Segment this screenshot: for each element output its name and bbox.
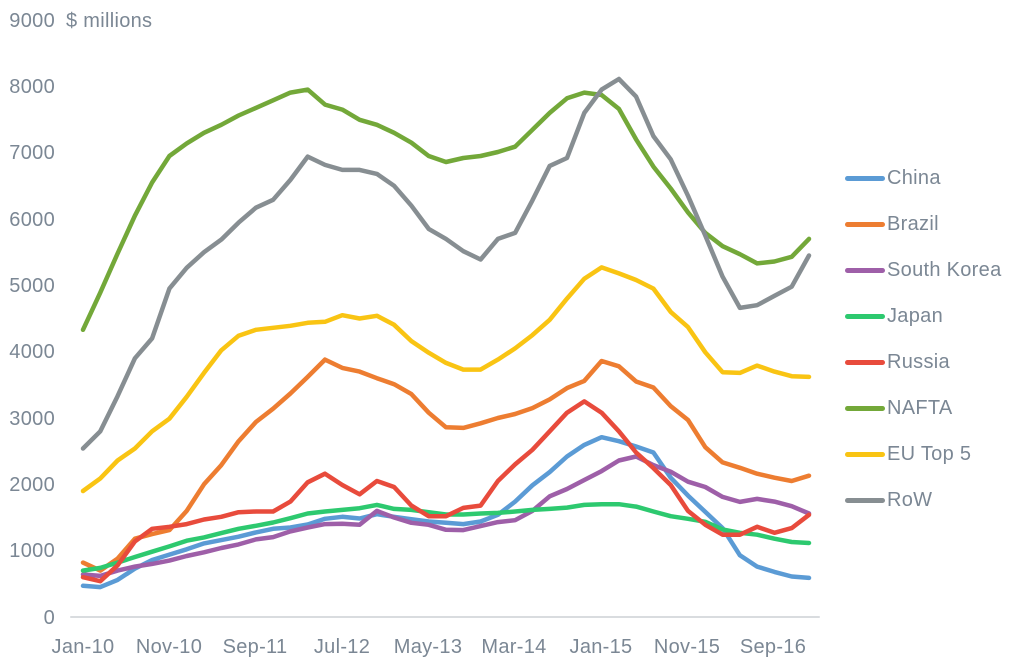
y-tick-2000: 2000 [9, 474, 55, 496]
x-tick-may13: May-13 [393, 636, 463, 658]
series-line-row [80, 76, 812, 451]
series-line-china [80, 434, 812, 590]
y-tick-6000: 6000 [9, 209, 55, 231]
legend-label-japan: Japan [887, 304, 943, 327]
legend-swatch-japan [845, 313, 885, 319]
legend-swatch-row [845, 497, 885, 503]
x-tick-nov10: Nov-10 [135, 636, 203, 658]
legend-item-eu-top-5: EU Top 5 [845, 442, 971, 466]
legend-label-nafta: NAFTA [887, 396, 953, 419]
legend-label-china: China [887, 166, 941, 189]
legend-item-japan: Japan [845, 304, 943, 328]
x-tick-nov15: Nov-15 [653, 636, 721, 658]
legend-swatch-south-korea [845, 267, 885, 273]
y-tick-4000: 4000 [9, 341, 55, 363]
legend-label-row: RoW [887, 488, 933, 511]
series-line-eu-top-5 [80, 265, 812, 494]
series-line-brazil [80, 357, 812, 573]
series-line-south-korea [80, 454, 812, 579]
y-tick-7000: 7000 [9, 142, 55, 164]
legend-item-china: China [845, 166, 941, 190]
y-tick-8000: 8000 [9, 76, 55, 98]
series-line-nafta [80, 87, 812, 333]
x-axis-line [70, 616, 820, 618]
legend-item-brazil: Brazil [845, 212, 939, 236]
series-line-russia [80, 399, 812, 584]
legend-swatch-nafta [845, 405, 885, 411]
x-tick-jan10: Jan-10 [51, 636, 115, 658]
legend-swatch-russia [845, 359, 885, 365]
x-tick-jan15: Jan-15 [569, 636, 633, 658]
y-tick-1000: 1000 [9, 540, 55, 562]
x-tick-sep11: Sep-11 [222, 636, 288, 658]
legend-swatch-brazil [845, 221, 885, 227]
legend-swatch-eu-top-5 [845, 451, 885, 457]
legend-item-nafta: NAFTA [845, 396, 953, 420]
legend-label-russia: Russia [887, 350, 950, 373]
x-tick-jul12: Jul-12 [313, 636, 371, 658]
x-tick-sep16: Sep-16 [739, 636, 807, 658]
legend-item-russia: Russia [845, 350, 950, 374]
y-axis-unit-label: $ millions [66, 10, 153, 32]
legend-item-row: RoW [845, 488, 932, 512]
y-tick-0: 0 [43, 607, 55, 629]
y-tick-3000: 3000 [9, 408, 55, 430]
legend-label-south-korea: South Korea [887, 258, 1002, 281]
y-tick-9000: 9000 [9, 10, 55, 32]
legend-label-eu-top-5: EU Top 5 [887, 442, 972, 465]
legend-label-brazil: Brazil [887, 212, 939, 235]
legend-swatch-china [845, 175, 885, 181]
x-tick-mar14: Mar-14 [481, 636, 547, 658]
legend-item-south-korea: South Korea [845, 258, 1002, 282]
y-tick-5000: 5000 [9, 275, 55, 297]
